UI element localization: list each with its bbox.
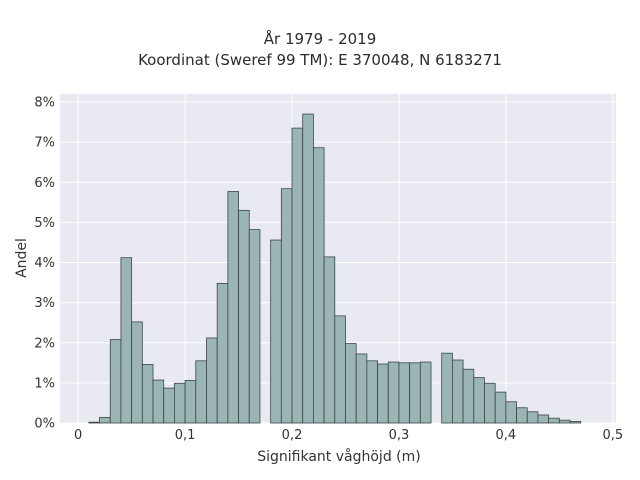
y-tick-label: 8%: [34, 96, 55, 111]
histogram-bar: [88, 421, 100, 424]
histogram-bar: [516, 407, 528, 424]
histogram-bar: [387, 361, 400, 424]
histogram-bar: [184, 380, 197, 424]
histogram-bar: [227, 191, 239, 424]
chart-subtitle: Koordinat (Sweref 99 TM): E 370048, N 61…: [138, 51, 502, 69]
y-tick-label: 3%: [34, 296, 55, 311]
x-tick-label: 0,2: [282, 428, 303, 443]
histogram-bar: [377, 363, 389, 424]
histogram-bar: [494, 391, 507, 424]
y-tick-label: 6%: [34, 176, 55, 191]
histogram-bar: [345, 343, 357, 424]
histogram-bar: [152, 379, 165, 424]
histogram-bar: [131, 321, 143, 424]
histogram-bar: [366, 360, 378, 424]
x-tick-label: 0,3: [389, 428, 410, 443]
x-tick-label: 0,5: [602, 428, 623, 443]
y-tick-label: 0%: [34, 417, 55, 432]
histogram-bar: [558, 419, 571, 424]
histogram-bar: [548, 417, 560, 424]
histogram-bar: [238, 209, 250, 424]
histogram-bar: [473, 377, 485, 424]
y-tick-label: 5%: [34, 216, 55, 231]
histogram-bar: [302, 113, 314, 424]
histogram-bar: [141, 364, 154, 424]
histogram-bar: [505, 401, 517, 424]
histogram-bar: [163, 387, 175, 424]
y-axis-ticks: 0% 1% 2% 3% 4% 5% 6% 7% 8%: [34, 96, 55, 432]
histogram-bar: [280, 188, 293, 424]
histogram-bar: [174, 382, 186, 424]
histogram-bar: [248, 229, 261, 424]
histogram-bar: [334, 315, 346, 424]
bars: [88, 113, 582, 424]
histogram-bar: [537, 414, 550, 424]
x-axis-label: Signifikant våghöjd (m): [257, 448, 420, 465]
histogram-bar: [355, 353, 368, 424]
histogram-bar: [216, 282, 229, 424]
histogram-bar: [484, 382, 496, 424]
histogram-bar: [441, 352, 453, 424]
histogram-bar: [195, 360, 207, 424]
x-tick-label: 0,1: [175, 428, 196, 443]
y-tick-label: 4%: [34, 256, 55, 271]
x-axis-ticks: 0 0,1 0,2 0,3 0,4 0,5: [74, 428, 623, 443]
y-tick-label: 7%: [34, 136, 55, 151]
x-tick-label: 0,4: [496, 428, 517, 443]
histogram-bar: [398, 362, 411, 424]
y-tick-label: 1%: [34, 376, 55, 391]
y-tick-label: 2%: [34, 336, 55, 351]
histogram-bar: [99, 416, 111, 424]
x-tick-label: 0: [74, 428, 82, 443]
chart-title: År 1979 - 2019: [263, 30, 377, 48]
histogram-bar: [206, 337, 218, 424]
histogram-bar: [419, 361, 432, 424]
histogram-bar: [120, 257, 133, 424]
histogram-bar: [452, 359, 464, 424]
histogram-bar: [270, 239, 282, 424]
histogram-bar: [109, 339, 122, 424]
histogram-bar: [462, 368, 475, 424]
histogram-bar: [526, 411, 539, 424]
histogram-bar: [323, 256, 336, 424]
histogram-bar: [409, 362, 421, 424]
histogram-bar: [313, 147, 325, 424]
y-axis-label: Andel: [14, 238, 30, 278]
histogram-bar: [569, 420, 582, 424]
histogram-bar: [291, 127, 304, 424]
